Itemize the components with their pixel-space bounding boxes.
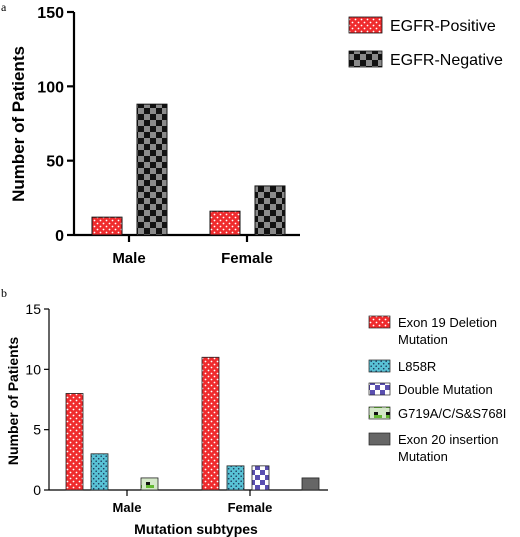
legend-swatch-b	[368, 382, 391, 396]
legend-label-a: EGFR-Negative	[390, 52, 503, 69]
legend-swatch-b	[368, 406, 391, 420]
legend-b: Exon 19 Deletion Mutation L858R Double Muta…	[368, 315, 506, 464]
bars-a	[91, 103, 286, 236]
panel-label-a: a	[1, 0, 7, 14]
y-tick-label-b: 10	[25, 361, 41, 377]
y-tick-label-b: 0	[33, 482, 41, 498]
bar-a-1-0	[136, 103, 168, 236]
y-axis-label-a: Number of Patients	[9, 46, 28, 202]
bar-b-1-0	[90, 453, 109, 491]
bar-a-0-1	[209, 210, 241, 236]
x-axis-b: Male Female	[49, 489, 328, 515]
legend-a: EGFR-Positive EGFR-Negative	[348, 16, 503, 69]
legend-swatch-b	[368, 315, 391, 329]
legend-swatch-b	[368, 359, 391, 373]
bar-b-3-0	[140, 477, 159, 491]
x-axis-label-b: Mutation subtypes	[134, 521, 258, 537]
y-tick-label-a: 100	[37, 79, 64, 96]
legend-swatch-a	[348, 16, 383, 34]
x-tick-label-b: Male	[113, 500, 142, 515]
x-tick-label-b: Female	[228, 500, 273, 515]
x-axis-a: Male Female	[74, 233, 300, 267]
legend-label-b: Exon 19 Deletion Mutation	[398, 315, 497, 347]
legend-label-b: L858R	[398, 359, 436, 374]
y-axis-a: 0 50 100 150	[37, 5, 76, 245]
bar-b-1-1	[226, 465, 245, 491]
legend-label-b: G719A/C/S&S768I	[398, 406, 506, 421]
legend-swatch-b	[368, 432, 391, 446]
bar-a-1-1	[254, 185, 286, 236]
y-axis-label-b: Number of Patients	[5, 337, 21, 466]
y-tick-label-b: 5	[33, 422, 41, 438]
legend-swatch-a	[348, 50, 383, 68]
bar-b-0-0	[65, 393, 84, 491]
panel-label-b: b	[1, 286, 7, 300]
y-tick-label-b: 15	[25, 301, 41, 317]
bar-b-2-1	[251, 465, 270, 491]
y-tick-label-a: 0	[55, 228, 64, 245]
bar-b-4-1	[301, 477, 320, 491]
bar-b-0-1	[201, 356, 220, 491]
chart-panel-b: b 0 5 10 15 Male Female Exon 19 Deletion Muta…	[1, 286, 506, 537]
y-axis-b: 0 5 10 15	[25, 301, 50, 498]
bar-a-0-0	[91, 216, 123, 236]
y-tick-label-a: 150	[37, 5, 64, 22]
x-tick-label-a: Male	[112, 250, 145, 267]
x-tick-label-a: Female	[221, 250, 273, 267]
legend-label-b: Exon 20 insertion Mutation	[398, 432, 498, 464]
bars-b	[65, 356, 320, 491]
y-tick-label-a: 50	[46, 154, 64, 171]
legend-label-a: EGFR-Positive	[390, 18, 496, 35]
legend-label-b: Double Mutation	[398, 382, 493, 397]
